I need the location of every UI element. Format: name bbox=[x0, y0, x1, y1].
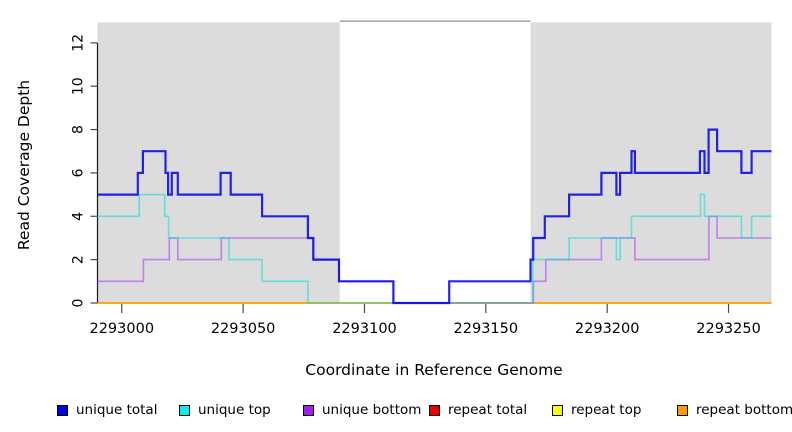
series-line-unique-total bbox=[97, 128, 772, 305]
series-line-unique-top bbox=[97, 193, 772, 304]
x-axis-title: Coordinate in Reference Genome bbox=[305, 361, 563, 379]
y-tick-label: 0 bbox=[71, 299, 87, 308]
y-tick-label: 8 bbox=[71, 125, 87, 134]
x-tick-label: 2293250 bbox=[696, 321, 761, 337]
y-axis-title: Read Coverage Depth bbox=[15, 79, 33, 251]
shaded-region bbox=[530, 22, 772, 304]
y-tick-label: 6 bbox=[71, 168, 87, 177]
x-tick-label: 2293000 bbox=[89, 321, 154, 337]
y-tick-label: 2 bbox=[71, 255, 87, 264]
x-tick-label: 2293150 bbox=[454, 321, 519, 337]
x-tick-label: 2293200 bbox=[575, 321, 640, 337]
y-tick-label: 4 bbox=[71, 212, 87, 221]
y-tick-label: 10 bbox=[71, 77, 87, 95]
x-tick-label: 2293100 bbox=[332, 321, 397, 337]
y-tick-label: 12 bbox=[71, 34, 87, 52]
shaded-region bbox=[97, 22, 340, 304]
x-tick-label: 2293050 bbox=[211, 321, 276, 337]
